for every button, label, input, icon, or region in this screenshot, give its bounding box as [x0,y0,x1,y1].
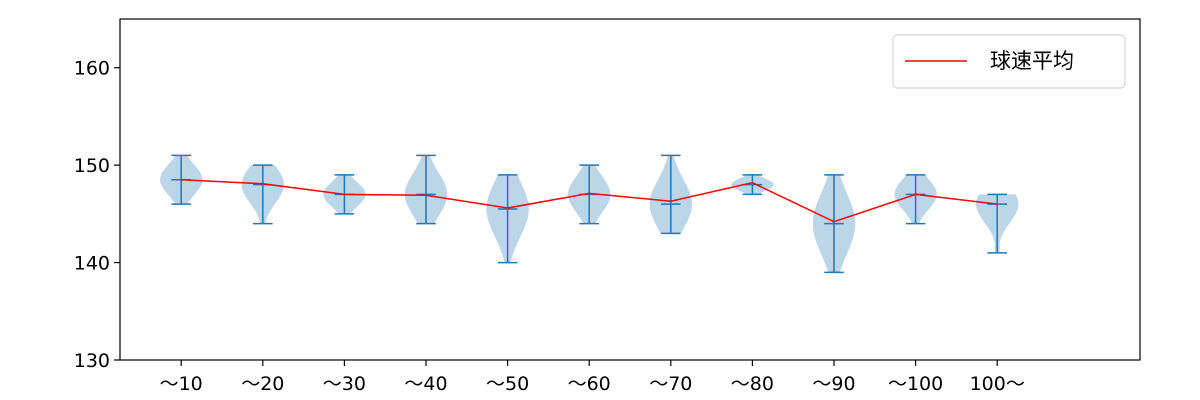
x-tick-label: 〜80 [731,373,774,395]
y-tick-label: 130 [74,350,110,372]
y-tick-label: 150 [74,155,110,177]
x-axis: 〜10 〜20 〜30 〜40 〜50 〜60 〜70 〜80 〜90 〜100 100〜 [160,360,1025,395]
x-tick-label: 〜10 [160,373,203,395]
x-tick-label: 〜60 [568,373,611,395]
legend: 球速平均 [892,34,1126,89]
series-average-line [181,179,998,223]
x-tick-label: 〜50 [486,373,529,395]
x-tick-label: 100〜 [970,373,1025,395]
x-tick-label: 〜100 [888,373,943,395]
x-tick-label: 〜30 [323,373,366,395]
y-tick-label: 140 [74,253,110,275]
x-tick-label: 〜70 [649,373,692,395]
whiskers [171,154,1007,274]
x-tick-label: 〜90 [812,373,855,395]
y-axis: 130 140 150 160 [74,58,120,372]
y-tick-label: 160 [74,58,110,80]
legend-label: 球速平均 [990,49,1074,73]
x-tick-label: 〜40 [404,373,447,395]
x-tick-label: 〜20 [241,373,284,395]
plot-frame [119,18,1141,361]
legend-box [892,34,1126,89]
